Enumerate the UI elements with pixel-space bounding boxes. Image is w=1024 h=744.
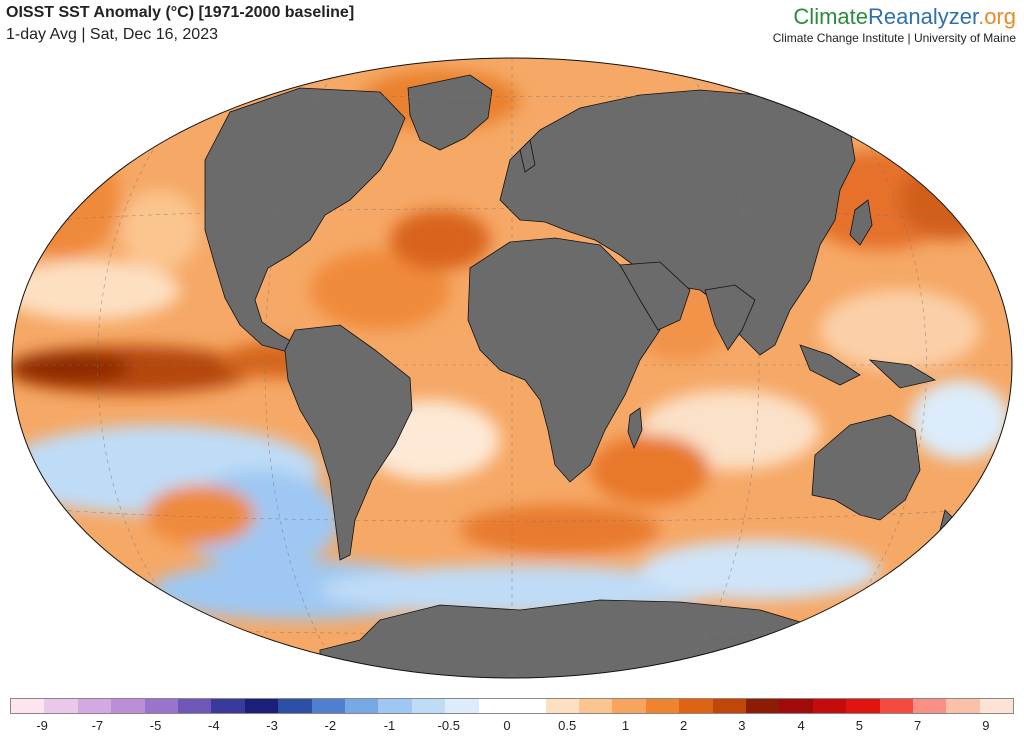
legend-swatch [712, 699, 746, 713]
legend-swatch [545, 699, 579, 713]
legend-tick-label: 0 [503, 718, 511, 733]
brand-logo-part3: .org [978, 4, 1016, 29]
legend-tick-label: -0.5 [437, 718, 460, 733]
legend-swatch [311, 699, 346, 713]
legend-swatch [144, 699, 179, 713]
map-title: OISST SST Anomaly (°C) [1971-2000 baseli… [6, 4, 355, 21]
legend-swatch [912, 699, 947, 713]
map-subtitle: 1-day Avg | Sat, Dec 16, 2023 [6, 26, 218, 43]
legend-tick-label: -7 [91, 718, 104, 733]
brand-logo-part2: Reanalyzer [868, 4, 979, 29]
legend-tick-label: 2 [680, 718, 688, 733]
legend-swatch [879, 699, 913, 713]
legend-swatch [645, 699, 680, 713]
legend-swatch [77, 699, 112, 713]
color-scale-ticks: -9 -7 -5 -4 -3 -2 -1 -0.5 0 0.5 1 2 3 4 5 7 9 [10, 718, 1014, 738]
legend-swatch [578, 699, 613, 713]
legend-swatch [846, 699, 880, 713]
legend-tick-label: -3 [266, 718, 278, 733]
legend-swatch [244, 699, 279, 713]
legend-tick-label: 5 [855, 718, 863, 733]
legend-swatch [812, 699, 847, 713]
legend-swatch [11, 699, 45, 713]
brand-logo[interactable]: ClimateReanalyzer.org [773, 4, 1016, 30]
color-scale-bar [10, 698, 1014, 714]
legend-swatch [745, 699, 780, 713]
legend-tick-label: 3 [738, 718, 746, 733]
legend-tick-label: -4 [208, 718, 220, 733]
legend-swatch [512, 699, 546, 713]
legend-tick-label: -5 [149, 718, 162, 733]
legend-tick-label: 1 [621, 718, 630, 733]
legend-swatch [779, 699, 813, 713]
legend-swatch [478, 699, 513, 713]
legend-tick-label: 7 [913, 718, 922, 733]
legend-swatch [612, 699, 646, 713]
legend-tick-label: -2 [324, 718, 337, 733]
legend-tick-label: 0.5 [558, 718, 577, 733]
legend-swatch [378, 699, 412, 713]
legend-swatch [979, 699, 1014, 713]
legend-tick-label: 4 [797, 718, 805, 733]
legend-tick-label: -9 [36, 718, 48, 733]
brand-logo-part1: Climate [793, 4, 868, 29]
legend-swatch [445, 699, 479, 713]
legend-swatch [345, 699, 379, 713]
legend-tick-label: -1 [383, 718, 396, 733]
legend-swatch [111, 699, 145, 713]
legend-swatch [679, 699, 713, 713]
legend-swatch [946, 699, 980, 713]
brand-tagline: Climate Change Institute | University of… [772, 31, 1016, 45]
brand-block: ClimateReanalyzer.org Climate Change Ins… [773, 4, 1016, 45]
legend-swatch [178, 699, 212, 713]
legend-tick-label: 9 [982, 718, 990, 733]
legend-swatch [211, 699, 245, 713]
legend-swatch [278, 699, 312, 713]
legend-swatch [411, 699, 446, 713]
legend-swatch [44, 699, 78, 713]
